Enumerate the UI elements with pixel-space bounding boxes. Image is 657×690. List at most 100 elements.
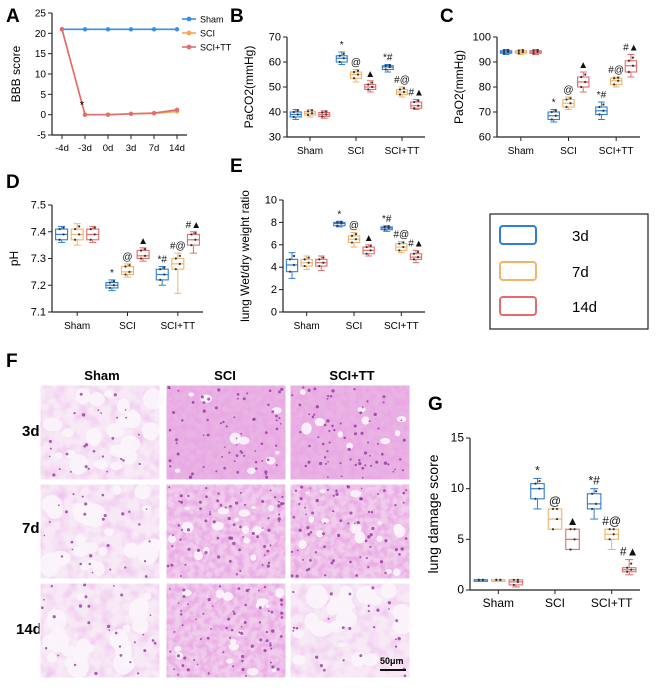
- box-data-point: [338, 54, 341, 57]
- significance-mark: #@: [602, 514, 621, 528]
- cell-nucleus: [228, 636, 232, 639]
- alveolar-space: [271, 667, 277, 673]
- significance-mark: *: [110, 268, 114, 279]
- cell-nucleus: [348, 626, 352, 630]
- box-iqr: [609, 77, 623, 86]
- alveolar-space: [109, 628, 129, 650]
- box-plot-sci-7d: @: [547, 494, 563, 531]
- cell-nucleus: [177, 389, 180, 392]
- cell-nucleus: [307, 460, 311, 464]
- cell-nucleus: [137, 433, 140, 436]
- box-plot-sham-7d: [300, 255, 313, 270]
- cell-nucleus: [380, 452, 384, 456]
- box-plot-sham-7d: [514, 49, 528, 55]
- cell-nucleus: [207, 397, 211, 401]
- cell-nucleus: [399, 458, 402, 461]
- series-point: [151, 27, 157, 32]
- alveolar-space: [128, 604, 149, 622]
- cell-nucleus: [360, 487, 363, 490]
- box-plot-sham-3d: [285, 252, 299, 279]
- x-tick-label: Sham: [64, 321, 90, 332]
- histology-image-sci-3d: [165, 384, 287, 481]
- cell-nucleus: [181, 528, 184, 531]
- box-data-point: [369, 244, 372, 248]
- cell-nucleus: [308, 444, 311, 448]
- box-data-point: [383, 225, 386, 228]
- cell-nucleus: [298, 502, 301, 506]
- y-tick-label: 50: [269, 82, 281, 94]
- series-point: [151, 110, 157, 116]
- cell-nucleus: [219, 504, 223, 507]
- cell-nucleus: [69, 470, 72, 473]
- cell-nucleus: [313, 387, 317, 391]
- x-tick-label: SCI+TT: [160, 321, 195, 332]
- box-data-point: [112, 284, 116, 287]
- cell-nucleus: [179, 500, 184, 504]
- box-data-point: [551, 528, 555, 531]
- series-point: [82, 112, 88, 117]
- box-data-point: [416, 256, 420, 259]
- cell-nucleus: [187, 494, 190, 498]
- cell-nucleus: [125, 416, 128, 419]
- alveolar-space: [61, 645, 78, 657]
- histology-image-sham-7d: [39, 483, 163, 580]
- box-plot-sci-3d: *: [333, 209, 346, 228]
- alveolar-space: [184, 506, 191, 510]
- alveolar-space: [84, 643, 95, 653]
- box-data-point: [108, 286, 112, 290]
- box-data-point: [296, 109, 299, 112]
- y-tick-label: 15: [35, 49, 47, 60]
- cell-nucleus: [354, 522, 356, 525]
- box-plot-sci-14d: ▲: [577, 60, 590, 93]
- cell-nucleus: [215, 470, 218, 473]
- cell-nucleus: [341, 626, 345, 630]
- cell-nucleus: [238, 548, 241, 552]
- box-plot-sci-14d: ▲: [136, 236, 150, 262]
- x-tick-label: Sham: [483, 596, 514, 610]
- cell-nucleus: [207, 672, 210, 675]
- cell-nucleus: [248, 588, 251, 591]
- y-tick-label: 10: [451, 481, 465, 495]
- cell-nucleus: [180, 574, 182, 577]
- cell-nucleus: [323, 423, 327, 427]
- cell-nucleus: [239, 450, 242, 453]
- histo-row-7d: 7d: [22, 520, 40, 537]
- box-data-point: [190, 244, 193, 247]
- cell-nucleus: [236, 471, 240, 474]
- y-tick-label: 80: [479, 82, 491, 94]
- cell-nucleus: [304, 506, 307, 509]
- cell-nucleus: [228, 536, 232, 540]
- box-data-point: [388, 64, 391, 67]
- cell-nucleus: [257, 589, 260, 592]
- cell-nucleus: [299, 430, 302, 434]
- series-sham: [59, 27, 180, 32]
- cell-nucleus: [267, 528, 271, 532]
- box-data-point: [569, 102, 572, 105]
- histo-row-3d: 3d: [22, 423, 40, 440]
- cell-nucleus: [92, 449, 96, 453]
- cell-nucleus: [124, 566, 127, 569]
- cell-nucleus: [375, 460, 379, 464]
- histo-col-sci: SCI: [214, 368, 236, 383]
- x-tick-label: Sham: [294, 321, 320, 332]
- cell-nucleus: [120, 457, 123, 461]
- box-data-point: [384, 64, 387, 67]
- cell-nucleus: [220, 422, 223, 425]
- legend-marker: [186, 16, 192, 22]
- box-data-point: [584, 73, 587, 76]
- cell-nucleus: [78, 604, 83, 608]
- cell-nucleus: [260, 442, 264, 445]
- cell-nucleus: [142, 633, 145, 636]
- box-plot-sci-7d: @: [562, 85, 575, 110]
- cell-nucleus: [176, 452, 180, 456]
- image-border: [39, 384, 161, 481]
- cell-nucleus: [340, 475, 343, 478]
- cell-nucleus: [270, 610, 274, 614]
- cell-nucleus: [211, 605, 214, 608]
- y-tick-label: 40: [269, 107, 281, 119]
- cell-nucleus: [239, 491, 242, 494]
- cell-nucleus: [360, 431, 364, 435]
- series-point: [174, 27, 180, 32]
- box-data-point: [569, 97, 572, 100]
- cell-nucleus: [326, 450, 329, 453]
